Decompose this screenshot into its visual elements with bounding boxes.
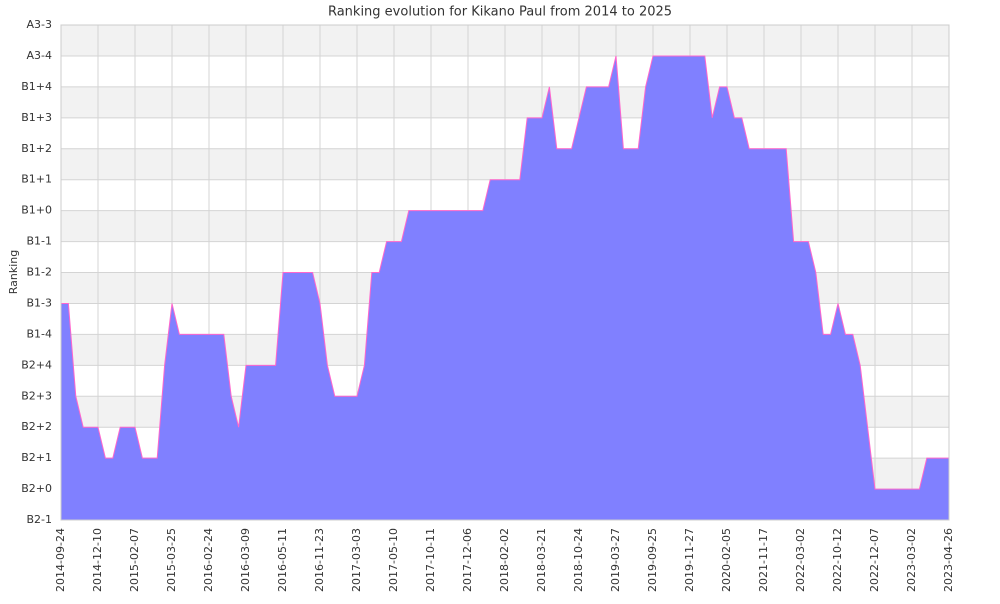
x-tick-label: 2020-02-05 bbox=[720, 528, 733, 592]
y-tick-label: B1-2 bbox=[26, 266, 52, 279]
y-tick-label: B1+2 bbox=[21, 142, 52, 155]
y-tick-label: B2+0 bbox=[21, 482, 52, 495]
y-tick-label: B2+4 bbox=[21, 358, 52, 371]
x-tick-label: 2016-03-09 bbox=[239, 528, 252, 592]
x-tick-label: 2022-10-12 bbox=[831, 528, 844, 592]
x-tick-label: 2021-11-17 bbox=[757, 528, 770, 592]
y-tick-label: B1+4 bbox=[21, 80, 52, 93]
x-tick-label: 2022-12-07 bbox=[868, 528, 881, 592]
area bbox=[61, 55, 949, 520]
y-tick-label: B1+3 bbox=[21, 111, 52, 124]
x-tick-label: 2018-10-24 bbox=[572, 528, 585, 592]
x-tick-label: 2016-02-24 bbox=[202, 528, 215, 592]
y-tick-label: B1-4 bbox=[26, 327, 52, 340]
chart-title: Ranking evolution for Kikano Paul from 2… bbox=[328, 5, 672, 20]
y-tick-label: A3-4 bbox=[27, 49, 53, 62]
y-axis-label: Ranking bbox=[7, 250, 20, 295]
x-tick-label: 2023-03-02 bbox=[905, 528, 918, 592]
y-tick-label: B2+3 bbox=[21, 389, 52, 402]
y-tick-label: B2+2 bbox=[21, 420, 52, 433]
x-tick-label: 2022-03-02 bbox=[794, 528, 807, 592]
y-tick-label: B1-1 bbox=[26, 235, 52, 248]
x-tick-label: 2019-09-25 bbox=[646, 528, 659, 592]
x-tick-label: 2017-12-06 bbox=[461, 528, 474, 592]
plot-frame bbox=[60, 24, 950, 521]
x-tick-label: 2016-11-23 bbox=[313, 528, 326, 592]
x-tick-label: 2016-05-11 bbox=[276, 528, 289, 592]
x-tick-label: 2015-03-25 bbox=[165, 528, 178, 592]
y-tick-label: B1-3 bbox=[26, 296, 52, 309]
y-tick-label: B1+1 bbox=[21, 173, 52, 186]
y-tick-label: A3-3 bbox=[27, 18, 53, 31]
x-tick-label: 2019-11-27 bbox=[683, 528, 696, 592]
x-tick-label: 2014-09-24 bbox=[54, 528, 67, 592]
x-tick-label: 2017-05-10 bbox=[387, 528, 400, 592]
line bbox=[61, 55, 949, 490]
x-tick-label: 2017-10-11 bbox=[424, 528, 437, 592]
x-tick-label: 2015-02-07 bbox=[128, 528, 141, 592]
x-tick-label: 2018-02-02 bbox=[498, 528, 511, 592]
x-tick-label: 2014-12-10 bbox=[91, 528, 104, 592]
y-tick-label: B1+0 bbox=[21, 204, 52, 217]
x-tick-label: 2019-03-27 bbox=[609, 528, 622, 592]
x-tick-label: 2017-03-03 bbox=[350, 528, 363, 592]
x-tick-label: 2023-04-26 bbox=[942, 528, 955, 592]
y-tick-label: B2-1 bbox=[26, 513, 52, 526]
y-tick-label: B2+1 bbox=[21, 451, 52, 464]
x-tick-label: 2018-03-21 bbox=[535, 528, 548, 592]
